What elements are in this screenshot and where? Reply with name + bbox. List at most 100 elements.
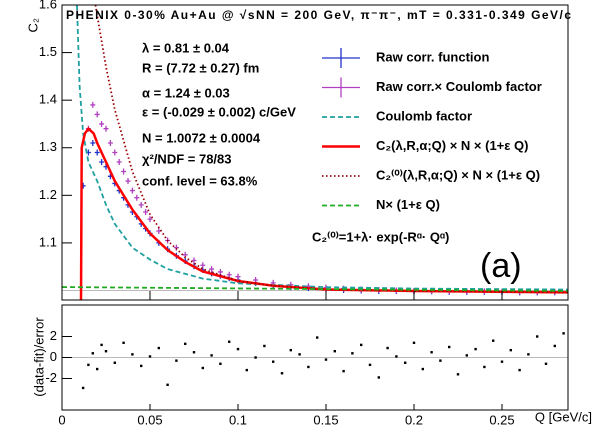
data-point — [134, 194, 140, 201]
residual-point — [100, 343, 103, 347]
data-point — [94, 111, 100, 118]
residual-point — [245, 368, 248, 372]
data-point — [90, 101, 96, 108]
annotation: C₂⁽⁰⁾=1+λ· exp(-Rᵅ· Qᵅ) — [312, 229, 449, 244]
data-point — [99, 159, 105, 166]
x-tick-label: 0.2 — [405, 412, 423, 427]
legend-label: C₂⁽⁰⁾(λ,R,α;Q) × N × (1+ε Q) — [376, 167, 540, 182]
data-point — [209, 266, 215, 273]
residual-point — [448, 345, 451, 349]
plot-frame — [61, 4, 569, 301]
residual-point — [272, 360, 275, 363]
residual-point — [386, 346, 389, 350]
residual-point — [439, 359, 442, 362]
y-tick-label: 1.5 — [39, 44, 57, 59]
residual-point — [368, 363, 372, 367]
data-point — [112, 149, 118, 156]
residual-point — [544, 362, 548, 365]
y-axis-label: (data-fit)/error — [31, 317, 46, 397]
residual-point — [492, 339, 495, 342]
legend-label: C₂(λ,R,α;Q) × N × (1+ε Q) — [376, 138, 529, 153]
residual-point — [96, 367, 99, 371]
y-tick-label: 1.1 — [39, 234, 57, 249]
data-point — [125, 178, 131, 185]
residual-point — [324, 358, 328, 361]
chart-title: PHENIX 0-30% Au+Au @ √sNN = 200 GeV, π⁻π… — [66, 8, 571, 22]
legend-marker — [322, 77, 360, 98]
legend-marker — [322, 48, 360, 68]
data-point — [107, 139, 113, 146]
residual-point — [91, 352, 94, 355]
data-point — [191, 257, 197, 264]
residual-point — [263, 344, 266, 348]
legend-label: Coulomb factor — [376, 108, 472, 123]
residual-point — [140, 364, 143, 368]
annotation: λ = 0.81 ± 0.04 — [142, 40, 230, 55]
x-tick-label: 0 — [58, 412, 65, 427]
residual-point — [148, 355, 152, 358]
data-point — [226, 271, 232, 278]
residual-point — [377, 376, 380, 379]
residual-point — [351, 352, 354, 355]
residual-point — [474, 347, 477, 351]
residual-point — [280, 372, 284, 375]
data-point — [138, 201, 144, 208]
residual-point — [500, 360, 504, 363]
residual-point — [509, 348, 512, 352]
annotation: α = 1.24 ± 0.03 — [142, 85, 230, 100]
x-tick-label: 0.25 — [489, 412, 514, 427]
residual-point — [430, 351, 433, 354]
data-point — [217, 268, 223, 275]
residual-point — [404, 361, 407, 364]
data-point — [147, 216, 153, 223]
residual-point — [298, 353, 301, 356]
data-point — [116, 159, 122, 166]
x-tick-label: 0.1 — [229, 412, 247, 427]
residual-point — [166, 383, 169, 386]
residual-point — [465, 354, 468, 357]
residual-point — [527, 353, 530, 356]
residual-point — [360, 343, 363, 347]
x-tick-label: 0.15 — [313, 412, 338, 427]
residual-point — [333, 350, 336, 353]
y-tick-label: 1.4 — [39, 92, 57, 107]
residual-point — [122, 341, 125, 344]
annotation: ε = (-0.029 ± 0.002) c/GeV — [142, 104, 296, 119]
fit-curve — [94, 5, 568, 294]
y-tick-label: 2 — [50, 328, 57, 343]
residual-point — [113, 361, 116, 364]
annotation: R = (7.72 ± 0.27) fm — [142, 60, 259, 75]
residual-point — [210, 354, 213, 357]
residual-point — [157, 346, 160, 350]
residual-point — [192, 351, 196, 354]
residual-point — [201, 366, 204, 370]
residual-point — [518, 368, 521, 372]
residual-point — [395, 355, 398, 358]
data-point — [129, 187, 135, 194]
y-tick-label: 1.3 — [39, 139, 57, 154]
data-point — [90, 139, 96, 146]
residual-point — [316, 336, 319, 339]
residual-point — [175, 359, 178, 362]
data-point — [94, 149, 100, 156]
data-point — [121, 168, 127, 175]
fit-curve — [76, 5, 568, 291]
residual-point — [553, 344, 556, 348]
y-tick-label: 0 — [50, 349, 57, 364]
data-point — [143, 208, 149, 215]
residual-point — [131, 353, 134, 356]
y-tick-label: -2 — [45, 370, 57, 385]
residual-point — [562, 332, 565, 335]
annotation: conf. level = 63.8% — [142, 173, 258, 188]
x-axis-label: Q [GeV/c] — [535, 409, 592, 424]
residual-point — [228, 340, 231, 343]
residual-point — [254, 356, 257, 359]
residual-point — [342, 369, 345, 373]
residual-point — [219, 362, 222, 365]
residual-point — [483, 365, 486, 369]
y-tick-label: 1.2 — [39, 187, 57, 202]
legend-label: Raw corr. function — [376, 49, 489, 64]
annotation: χ²/NDF = 78/83 — [142, 151, 232, 166]
residual-point — [536, 335, 539, 338]
